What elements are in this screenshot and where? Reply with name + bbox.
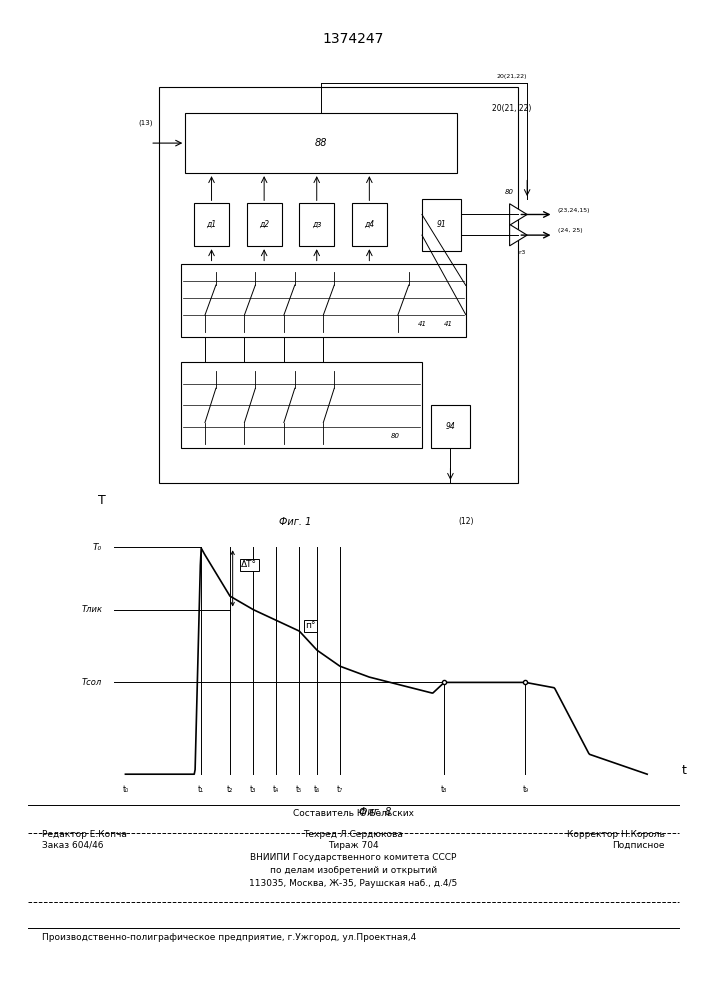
Bar (194, 203, 229, 246)
Text: t₅: t₅ (296, 785, 303, 794)
Text: (13): (13) (139, 119, 153, 126)
Text: 41: 41 (444, 321, 452, 327)
Text: t₀: t₀ (122, 785, 129, 794)
Bar (422, 199, 462, 251)
Text: Подписное: Подписное (612, 841, 665, 850)
Bar (352, 203, 387, 246)
Text: 94: 94 (445, 422, 455, 431)
Bar (181, 362, 422, 448)
Text: t₄: t₄ (273, 785, 279, 794)
Text: (24, 25): (24, 25) (558, 228, 583, 233)
Bar (247, 203, 281, 246)
Polygon shape (510, 224, 527, 246)
Text: Корректор Н.Король: Корректор Н.Король (567, 830, 665, 839)
Text: t₇: t₇ (337, 785, 343, 794)
Bar (299, 203, 334, 246)
Text: ΔT°: ΔT° (241, 560, 257, 569)
Text: Тираж 704: Тираж 704 (328, 841, 379, 850)
Text: 80: 80 (505, 189, 514, 195)
Text: t₆: t₆ (314, 785, 320, 794)
Text: 20(21,22): 20(21,22) (496, 74, 527, 79)
Text: t₁: t₁ (198, 785, 204, 794)
Text: 80: 80 (391, 432, 400, 438)
Text: д2: д2 (259, 220, 269, 229)
Text: 41: 41 (417, 321, 426, 327)
Text: (23,24,15): (23,24,15) (558, 208, 590, 213)
Text: ВНИИПИ Государственного комитета СССР: ВНИИПИ Государственного комитета СССР (250, 853, 457, 862)
Text: t: t (682, 764, 686, 777)
Bar (185, 113, 457, 173)
Text: 113035, Москва, Ж-35, Раушская наб., д.4/5: 113035, Москва, Ж-35, Раушская наб., д.4… (250, 879, 457, 888)
Text: T: T (98, 494, 106, 507)
Text: T₀: T₀ (93, 543, 103, 552)
Text: Фиг. 1: Фиг. 1 (279, 517, 311, 527)
Polygon shape (510, 204, 527, 225)
Text: Фиг. 8: Фиг. 8 (358, 807, 391, 817)
Text: 20(21, 22): 20(21, 22) (492, 104, 532, 113)
Text: t₂: t₂ (227, 785, 233, 794)
Text: 88: 88 (315, 138, 327, 148)
Bar (431, 405, 470, 448)
Text: (12): (12) (458, 517, 474, 526)
Text: п°: п° (305, 621, 315, 630)
Text: д1: д1 (206, 220, 216, 229)
Text: t₉: t₉ (522, 785, 529, 794)
Text: Техред Л.Сердюкова: Техред Л.Сердюкова (303, 830, 404, 839)
Text: д4: д4 (364, 220, 375, 229)
Text: по делам изобретений и открытий: по делам изобретений и открытий (270, 866, 437, 875)
Text: 1374247: 1374247 (323, 32, 384, 46)
Text: Производственно-полиграфическое предприятие, г.Ужгород, ул.Проектная,4: Производственно-полиграфическое предприя… (42, 933, 416, 942)
Text: t₃: t₃ (250, 785, 256, 794)
Text: Tлик: Tлик (81, 605, 103, 614)
Text: Tсол: Tсол (82, 678, 103, 687)
Text: Составитель Ю.Бельских: Составитель Ю.Бельских (293, 809, 414, 818)
Text: Заказ 604/46: Заказ 604/46 (42, 841, 104, 850)
Text: г3: г3 (518, 250, 526, 255)
Bar (181, 263, 466, 337)
Text: t₈: t₈ (441, 785, 448, 794)
Bar (159, 87, 518, 483)
Text: 91: 91 (437, 220, 447, 229)
Text: дз: дз (312, 220, 322, 229)
Text: Редактор Е.Копча: Редактор Е.Копча (42, 830, 127, 839)
